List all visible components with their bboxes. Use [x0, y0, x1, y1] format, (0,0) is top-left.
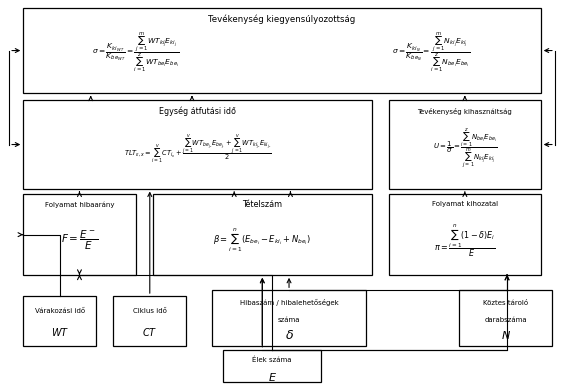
FancyBboxPatch shape [389, 194, 541, 275]
FancyBboxPatch shape [23, 8, 541, 93]
Text: $N$: $N$ [501, 329, 510, 341]
FancyBboxPatch shape [23, 296, 96, 346]
Text: száma: száma [278, 317, 300, 323]
Text: $U=\dfrac{1}{\sigma}=\dfrac{\sum_{i=1}^{z} N_{be_i} E_{be_i}}{\sum_{j=1}^{m} N_{: $U=\dfrac{1}{\sigma}=\dfrac{\sum_{i=1}^{… [433, 127, 497, 170]
Text: $\beta = \sum_{i=1}^{n}(E_{be_i} - E_{ki_i} + N_{be_i})$: $\beta = \sum_{i=1}^{n}(E_{be_i} - E_{ki… [213, 227, 311, 254]
Text: $WT$: $WT$ [51, 326, 69, 338]
Text: $CT$: $CT$ [142, 326, 157, 338]
Text: $F = \dfrac{E^-}{E}$: $F = \dfrac{E^-}{E}$ [61, 229, 98, 252]
FancyBboxPatch shape [389, 100, 541, 189]
Text: Tételszám: Tételszám [243, 200, 283, 209]
Text: $\sigma = \dfrac{K_{ki_N}}{K_{be_N}} = \dfrac{\sum_{j=1}^{m} N_{ki_j} E_{ki_j}}{: $\sigma = \dfrac{K_{ki_N}}{K_{be_N}} = \… [392, 31, 470, 74]
Text: Egység átfutási idő: Egység átfutási idő [159, 106, 236, 116]
Text: $\delta$: $\delta$ [284, 329, 294, 341]
FancyBboxPatch shape [459, 290, 552, 346]
Text: Tevékenység kihasználtság: Tevékenység kihasználtság [417, 108, 512, 115]
FancyBboxPatch shape [223, 350, 321, 382]
Text: $TLT_{\varepsilon,x} = \sum_{i=1}^{v} CT_{i_x} + \dfrac{\sum_{j=1}^{v} WT_{be_{j: $TLT_{\varepsilon,x} = \sum_{i=1}^{v} CT… [124, 132, 271, 165]
FancyBboxPatch shape [23, 100, 372, 189]
Text: Hibaszám / hibalehetőségek: Hibaszám / hibalehetőségek [240, 300, 338, 306]
FancyBboxPatch shape [153, 194, 372, 275]
Text: Élek száma: Élek száma [253, 356, 292, 363]
FancyBboxPatch shape [23, 194, 136, 275]
Text: Folyamat kihozatal: Folyamat kihozatal [432, 201, 498, 208]
Text: Várakozási idő: Várakozási idő [35, 308, 85, 314]
Text: $E$: $E$ [268, 371, 277, 383]
Text: Folyamat hibaarány: Folyamat hibaarány [45, 201, 114, 208]
Text: $\pi = \dfrac{\sum_{i=1}^{n}(1-\delta)E_i}{E}$: $\pi = \dfrac{\sum_{i=1}^{n}(1-\delta)E_… [434, 222, 496, 259]
FancyBboxPatch shape [212, 290, 367, 346]
Text: Köztes tároló: Köztes tároló [483, 300, 528, 306]
FancyBboxPatch shape [113, 296, 186, 346]
Text: $\sigma = \dfrac{K_{ki_{WT}}}{K_{be_{WT}}} = \dfrac{\sum_{j=1}^{m} WT_{ki_j} E_{: $\sigma = \dfrac{K_{ki_{WT}}}{K_{be_{WT}… [92, 31, 179, 74]
Text: darabszáma: darabszáma [484, 317, 527, 323]
Text: Ciklus idő: Ciklus idő [133, 308, 167, 314]
Text: Tevékenység kiegyensúlyozottság: Tevékenység kiegyensúlyozottság [208, 14, 356, 24]
